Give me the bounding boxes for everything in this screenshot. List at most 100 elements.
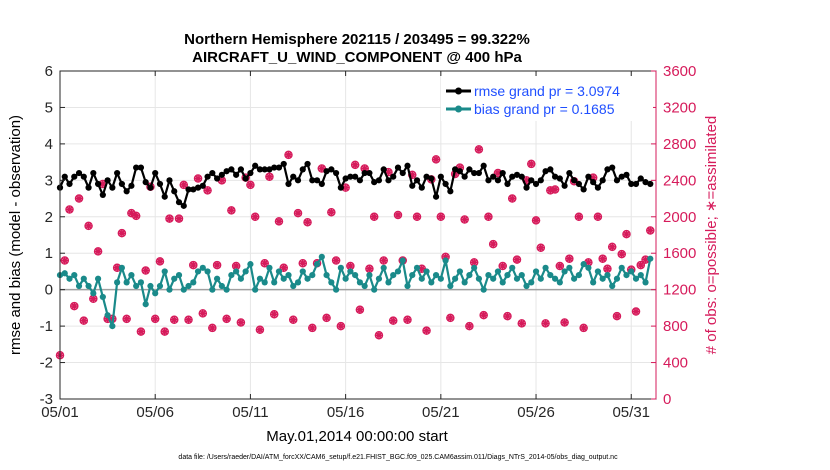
rmse-point xyxy=(213,175,221,182)
rmse-point xyxy=(199,182,206,189)
rmse-point xyxy=(218,171,225,178)
obs-star-stroke xyxy=(151,315,159,323)
bias-point xyxy=(504,271,511,279)
obs-assimilated-marker xyxy=(270,310,279,319)
rmse-point xyxy=(390,173,397,180)
obs-assimilated-marker xyxy=(227,206,236,215)
obs-assimilated-marker xyxy=(251,212,260,221)
obs-assimilated-marker xyxy=(179,180,188,189)
bias-point xyxy=(133,282,140,290)
rmse-point xyxy=(352,173,359,180)
y-right-tick-label: 2000 xyxy=(663,209,696,226)
obs-assimilated-marker xyxy=(203,186,212,195)
bias-point xyxy=(123,279,130,286)
obs-star-stroke xyxy=(332,257,340,264)
x-tick-label: 05/26 xyxy=(517,404,555,421)
data-file-footnote: data file: /Users/raeder/DAI/ATM_forcXX/… xyxy=(178,454,618,461)
obs-star-stroke xyxy=(351,161,359,169)
rmse-point xyxy=(499,169,506,177)
obs-star-stroke xyxy=(527,160,535,168)
bias-point xyxy=(556,279,563,286)
rmse-point xyxy=(114,169,121,177)
obs-star-stroke xyxy=(475,145,483,153)
chart-title: Northern Hemisphere 202115 / 203495 = 99… xyxy=(184,31,530,48)
obs-star-stroke xyxy=(232,262,240,270)
bias-point xyxy=(171,275,178,282)
rmse-point xyxy=(423,173,430,180)
legend-bias-marker xyxy=(455,105,462,113)
rmse-point xyxy=(490,173,497,180)
obs-assimilated-marker xyxy=(255,325,264,334)
obs-assimilated-marker xyxy=(184,315,193,324)
bias-point xyxy=(528,279,535,286)
bias-point xyxy=(247,261,254,268)
y-left-tick-label: 6 xyxy=(45,63,53,80)
bias-point xyxy=(623,271,630,279)
rmse-point xyxy=(147,184,154,191)
bias-point xyxy=(275,268,283,275)
bias-point xyxy=(180,286,187,293)
rmse-point xyxy=(204,173,211,180)
bias-point xyxy=(342,275,349,282)
obs-star-stroke xyxy=(575,213,583,221)
obs-star-stroke xyxy=(466,322,473,330)
rmse-point xyxy=(609,164,616,171)
obs-star-stroke xyxy=(580,324,588,332)
rmse-point xyxy=(123,188,130,195)
obs-star-stroke xyxy=(613,312,621,320)
rmse-point xyxy=(233,171,240,178)
obs-star-stroke xyxy=(156,258,164,265)
obs-star-stroke xyxy=(94,248,102,255)
rmse-point xyxy=(294,177,302,184)
rmse-point xyxy=(161,193,168,200)
bias-point xyxy=(290,282,297,290)
obs-assimilated-marker xyxy=(94,247,103,256)
obs-assimilated-marker xyxy=(379,256,388,265)
rmse-point xyxy=(599,177,606,184)
rmse-point xyxy=(547,166,554,173)
obs-assimilated-marker xyxy=(446,313,455,322)
bias-point xyxy=(437,275,444,282)
rmse-point xyxy=(347,173,354,180)
obs-star-stroke xyxy=(361,165,369,172)
obs-assimilated-marker xyxy=(308,323,317,332)
bias-point xyxy=(99,293,106,301)
bias-point xyxy=(575,271,582,279)
rmse-point xyxy=(566,169,573,177)
y-left-tick-label: 1 xyxy=(45,245,53,262)
bias-point xyxy=(566,264,573,271)
obs-assimilated-marker xyxy=(65,205,74,214)
obs-star-stroke xyxy=(342,184,349,191)
obs-assimilated-marker xyxy=(75,194,84,203)
obs-assimilated-marker xyxy=(346,261,355,270)
rmse-point xyxy=(290,173,297,180)
obs-assimilated-marker xyxy=(603,264,612,273)
rmse-point xyxy=(371,179,378,186)
bias-point xyxy=(442,257,449,264)
y-left-tick-label: -2 xyxy=(40,355,53,372)
rmse-point xyxy=(509,173,516,180)
rmse-point xyxy=(461,173,468,180)
obs-star-stroke xyxy=(85,222,92,230)
rmse-point xyxy=(394,164,402,171)
bias-point xyxy=(328,279,335,286)
rmse-point xyxy=(280,160,287,168)
bias-point xyxy=(280,275,287,282)
y-left-tick-label: -1 xyxy=(40,318,53,335)
bias-point xyxy=(404,282,411,290)
rmse-point xyxy=(328,166,335,173)
rmse-point xyxy=(647,180,654,188)
obs-star-stroke xyxy=(599,255,607,263)
obs-star-stroke xyxy=(513,256,521,263)
bias-point xyxy=(590,279,597,286)
legend-rmse-marker xyxy=(455,87,462,95)
rmse-point xyxy=(585,173,592,180)
rmse-point xyxy=(133,164,140,171)
bias-point xyxy=(128,271,135,279)
bias-point xyxy=(261,279,268,286)
bias-point xyxy=(637,271,644,279)
obs-star-stroke xyxy=(237,319,245,326)
bias-point xyxy=(509,264,516,271)
rmse-point xyxy=(471,169,478,177)
bias-point xyxy=(323,271,330,279)
